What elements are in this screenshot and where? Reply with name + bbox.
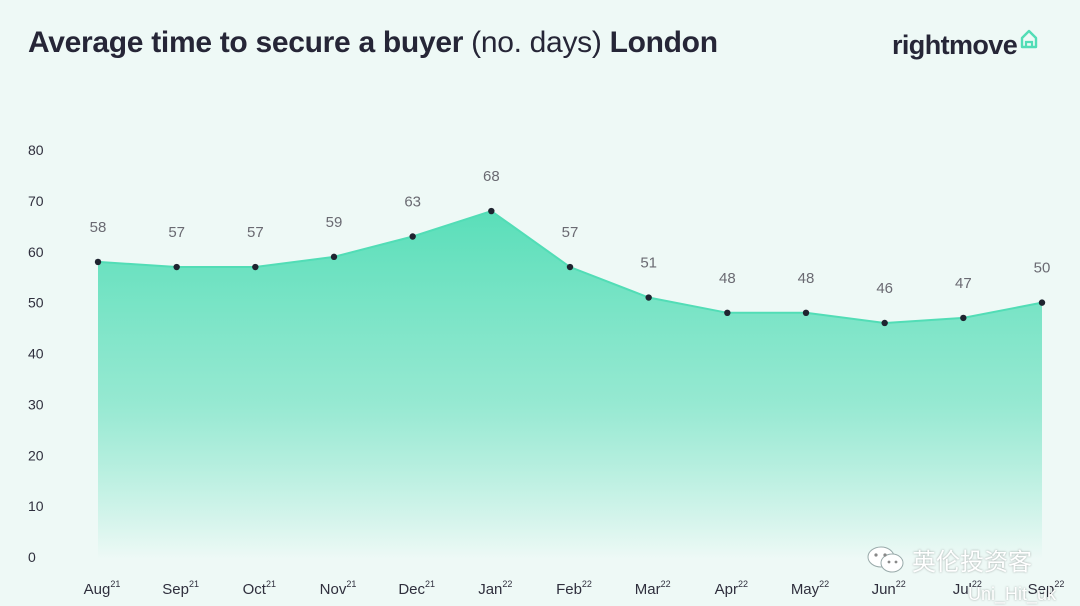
data-points — [94, 207, 1046, 327]
chart-title: Average time to secure a buyer (no. days… — [28, 26, 718, 60]
y-tick-label: 50 — [28, 295, 44, 311]
area-fill — [98, 211, 1042, 560]
y-tick-label: 70 — [28, 193, 44, 209]
x-tick-label: May22 — [791, 579, 829, 598]
x-tick-label: Sep21 — [162, 579, 199, 598]
y-tick-label: 20 — [28, 447, 44, 463]
watermark: 英伦投资客 — [866, 542, 1032, 577]
x-tick-label: Nov21 — [320, 579, 357, 598]
x-axis: Aug21 Sep21 Oct21 Nov21 Dec21 Jan22 Feb22 Mar22… — [84, 579, 1065, 598]
data-point — [802, 309, 810, 316]
x-tick-label: Jul22 — [953, 579, 982, 598]
data-label: 57 — [168, 224, 185, 241]
data-label: 57 — [562, 224, 579, 241]
data-point — [252, 263, 259, 271]
data-labels: 58 57 57 59 63 68 57 51 48 48 46 47 50 — [90, 168, 1051, 297]
house-outline-icon — [1020, 29, 1038, 49]
y-axis: 0 10 20 30 40 50 60 70 80 — [28, 142, 44, 565]
data-label: 59 — [326, 214, 343, 231]
data-point — [881, 319, 888, 327]
data-label: 48 — [798, 270, 815, 287]
data-point — [645, 294, 652, 301]
data-point — [409, 233, 416, 240]
x-tick-label: Aug21 — [84, 579, 121, 598]
data-label: 63 — [404, 193, 421, 210]
x-tick-label: Mar22 — [635, 579, 671, 598]
data-point — [94, 258, 102, 266]
x-tick-label: Jan22 — [478, 579, 512, 598]
rightmove-logo: rightmove — [892, 29, 1039, 61]
data-label: 57 — [247, 224, 264, 241]
x-tick-label: Dec21 — [398, 579, 435, 598]
data-label: 51 — [640, 255, 657, 272]
logo-wordmark: rightmove — [892, 30, 1018, 60]
data-label: 50 — [1034, 260, 1051, 277]
title-main: Average time to secure a buyer — [28, 26, 464, 59]
data-point — [960, 314, 967, 322]
y-tick-label: 0 — [28, 549, 36, 565]
data-point — [566, 263, 574, 271]
y-tick-label: 10 — [28, 498, 44, 514]
x-tick-label: Jun22 — [872, 579, 906, 598]
data-label: 68 — [483, 168, 500, 185]
x-tick-label: Apr22 — [715, 579, 748, 598]
data-point — [724, 309, 731, 316]
data-point — [1038, 299, 1046, 306]
data-label: 58 — [90, 219, 107, 236]
y-tick-label: 80 — [28, 142, 44, 158]
x-tick-label: Oct21 — [243, 579, 276, 598]
y-tick-label: 60 — [28, 244, 44, 260]
data-label: 46 — [876, 280, 893, 297]
watermark-text: 英伦投资客 — [912, 549, 1032, 576]
y-tick-label: 40 — [28, 346, 44, 362]
title-unit: (no. days) — [471, 26, 602, 59]
y-tick-label: 30 — [28, 396, 44, 412]
watermark-sub: Uni_Hit_uk — [968, 584, 1057, 604]
x-tick-label: Sep22 — [1028, 579, 1065, 598]
data-label: 48 — [719, 270, 736, 287]
data-point — [330, 253, 338, 261]
data-point — [488, 207, 495, 215]
data-point — [173, 263, 180, 271]
wechat-icon — [867, 546, 904, 572]
title-location: London — [609, 26, 718, 59]
data-label: 47 — [955, 275, 972, 292]
x-tick-label: Feb22 — [556, 579, 592, 598]
